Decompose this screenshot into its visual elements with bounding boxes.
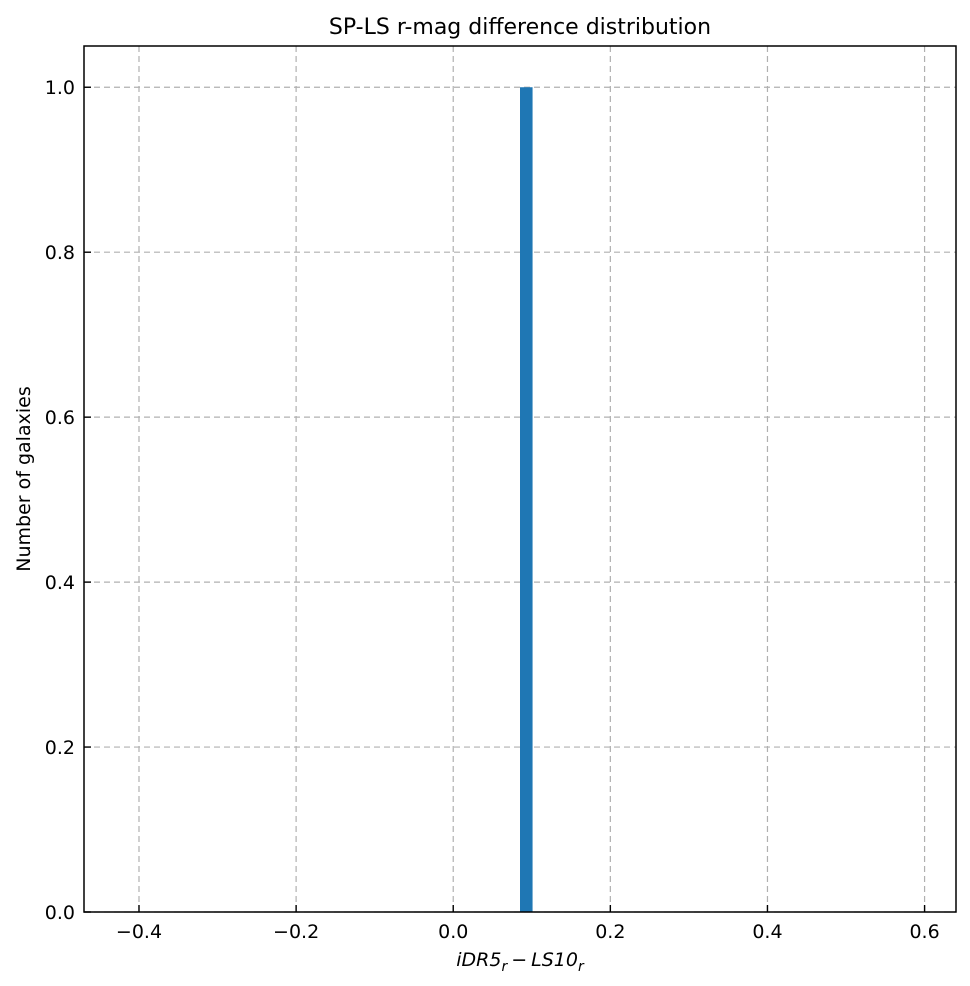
- x-tick-label: 0.6: [909, 921, 939, 943]
- y-tick-label: 1.0: [45, 77, 75, 99]
- x-label-term-a-subscript: r: [501, 959, 508, 975]
- ticks: −0.4 −0.2 0.0 0.2 0.4 0.6 0.0 0.2 0.4 0.6 0.8 1.0: [45, 77, 940, 943]
- x-label-minus: −: [511, 949, 527, 971]
- x-label-term-b-subscript: r: [578, 959, 585, 975]
- x-axis-label: iDR5r − LS10r: [456, 949, 585, 975]
- y-tick-label: 0.2: [45, 737, 75, 759]
- y-tick-label: 0.6: [45, 407, 75, 429]
- y-axis-label: Number of galaxies: [13, 386, 35, 571]
- x-tick-label: −0.4: [116, 921, 162, 943]
- x-label-term-a: iDR5: [456, 949, 501, 971]
- y-tick-label: 0.4: [45, 572, 75, 594]
- plot-frame: [83, 45, 957, 913]
- x-label-term-b: LS10: [531, 949, 578, 971]
- histogram-bar: [520, 87, 533, 912]
- x-tick-label: 0.2: [595, 921, 625, 943]
- x-tick-label: 0.0: [438, 921, 468, 943]
- bars: [520, 87, 533, 912]
- y-tick-label: 0.0: [45, 902, 75, 924]
- y-tick-label: 0.8: [45, 242, 75, 264]
- x-tick-label: −0.2: [273, 921, 319, 943]
- x-tick-label: 0.4: [752, 921, 782, 943]
- chart-title: SP-LS r-mag difference distribution: [329, 15, 711, 40]
